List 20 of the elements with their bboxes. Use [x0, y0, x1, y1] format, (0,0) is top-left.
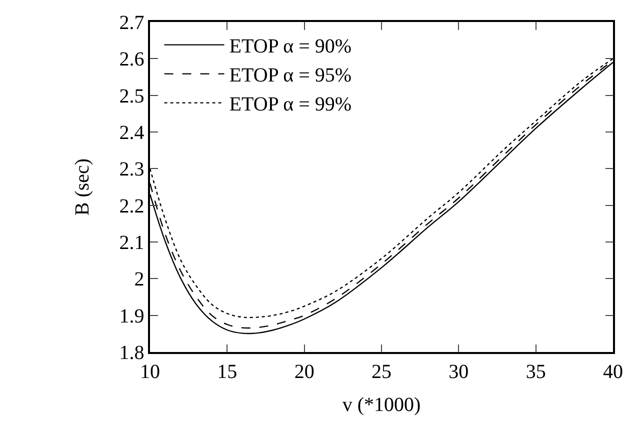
y-tick-label: 2.1 [119, 232, 144, 254]
x-tick-label: 40 [603, 360, 623, 383]
y-tick-label: 2.7 [119, 12, 144, 34]
legend-label: ETOP α = 99% [229, 94, 352, 116]
y-tick-label: 2.5 [119, 85, 144, 108]
y-tick-label: 2.6 [119, 48, 144, 71]
y-tick-label: 2.2 [119, 195, 144, 218]
x-tick-label: 35 [526, 360, 546, 383]
x-tick-label: 30 [448, 360, 469, 383]
y-tick-label: 2 [134, 268, 144, 291]
y-tick-label: 2.3 [119, 158, 144, 181]
y-tick-label: 1.9 [119, 305, 144, 328]
x-tick-label: 25 [372, 360, 392, 383]
x-tick-label: 15 [217, 360, 238, 383]
legend-label: ETOP α = 95% [229, 64, 352, 87]
x-tick-label: 20 [294, 360, 314, 383]
y-tick-label: 2.4 [119, 122, 144, 144]
y-axis-title: B (sec) [71, 158, 94, 216]
x-axis-title: v (*1000) [342, 394, 421, 416]
legend-label: ETOP α = 90% [229, 36, 352, 58]
